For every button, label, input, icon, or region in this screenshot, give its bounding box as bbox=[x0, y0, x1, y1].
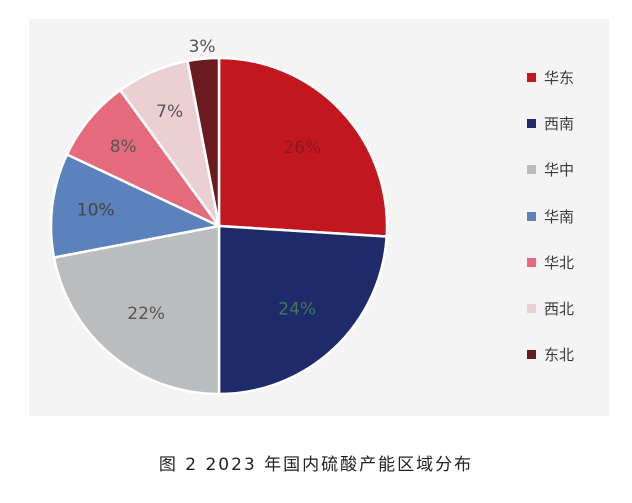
legend-item-西南: 西南 bbox=[527, 112, 574, 135]
legend-swatch bbox=[527, 119, 536, 129]
legend-item-华中: 华中 bbox=[527, 158, 574, 181]
pie-slice-西南 bbox=[217, 224, 388, 396]
legend-swatch bbox=[527, 303, 536, 313]
legend-label: 华北 bbox=[544, 253, 575, 272]
legend: 华东西南华中华南华北西北东北 bbox=[527, 66, 574, 389]
legend-swatch bbox=[527, 165, 536, 175]
legend-swatch bbox=[527, 211, 536, 221]
legend-swatch bbox=[527, 257, 536, 267]
pie-slice-华中 bbox=[52, 224, 221, 396]
pie-data-label-华北: 8% bbox=[110, 137, 137, 157]
legend-label: 华南 bbox=[544, 207, 575, 226]
pie-data-label-华南: 10% bbox=[77, 200, 115, 220]
pie-data-label-西北: 7% bbox=[156, 102, 183, 122]
legend-item-华南: 华南 bbox=[527, 205, 574, 228]
pie-slice-华东 bbox=[217, 56, 389, 238]
legend-label: 西北 bbox=[544, 299, 575, 318]
legend-swatch bbox=[527, 73, 536, 82]
legend-label: 华东 bbox=[544, 69, 575, 87]
pie-data-label-西南: 24% bbox=[278, 299, 316, 319]
legend-label: 西南 bbox=[544, 115, 575, 134]
legend-label: 东北 bbox=[544, 346, 575, 365]
legend-item-华北: 华北 bbox=[527, 251, 574, 274]
pie-slice-东北 bbox=[186, 56, 221, 228]
legend-label: 华中 bbox=[544, 161, 575, 180]
legend-item-东北: 东北 bbox=[527, 343, 574, 366]
pie-slice-华南 bbox=[49, 153, 221, 259]
legend-item-华东: 华东 bbox=[527, 66, 574, 89]
pie-data-label-华东: 26% bbox=[283, 138, 321, 158]
pie-data-label-华中: 22% bbox=[127, 304, 165, 324]
figure-caption: 图 2 2023 年国内硫酸产能区域分布 bbox=[158, 455, 474, 475]
pie-data-label-东北: 3% bbox=[189, 37, 216, 57]
legend-item-西北: 西北 bbox=[527, 297, 574, 320]
legend-swatch bbox=[527, 350, 536, 360]
